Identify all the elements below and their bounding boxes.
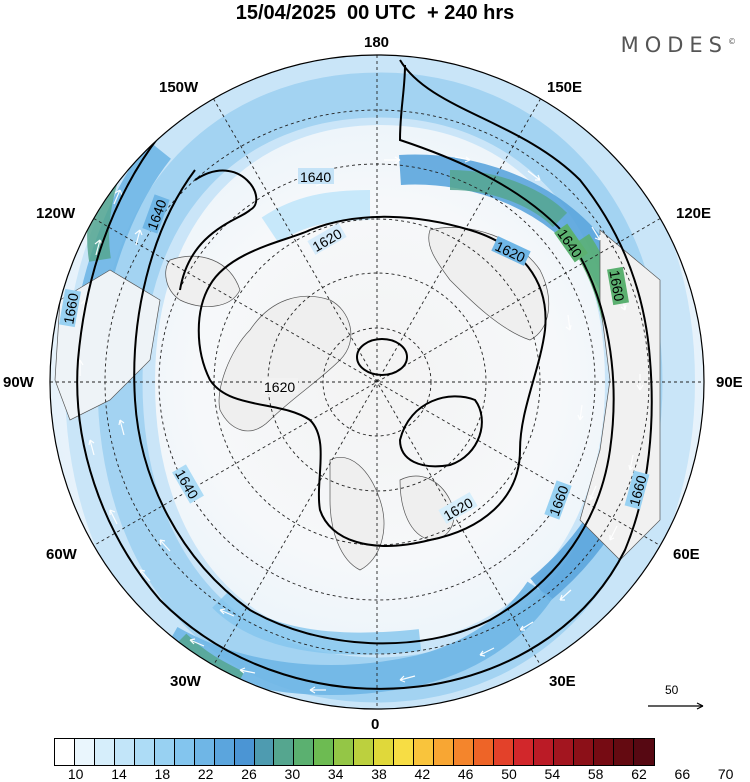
colorbar-tick-label: 50	[501, 766, 517, 782]
longitude-label-30w: 30W	[170, 673, 201, 690]
longitude-label-30e: 30E	[549, 673, 576, 690]
colorbar-tick-label: 34	[327, 766, 344, 782]
colorbar-swatch	[593, 739, 614, 765]
contour-label: 1620	[264, 379, 295, 395]
colorbar-tick-label: 54	[544, 766, 561, 782]
graticule	[50, 55, 704, 709]
brand-name: MODES	[620, 33, 728, 57]
colorbar-swatch	[214, 739, 235, 765]
longitude-label-90w: 90W	[3, 374, 34, 391]
colorbar-swatch	[414, 739, 435, 765]
longitude-label-60e: 60E	[673, 546, 700, 563]
wind-scale-label: 50	[665, 683, 679, 697]
colorbar-tick-label: 30	[284, 766, 301, 782]
longitude-label-180: 180	[364, 34, 390, 51]
colorbar-tick-label: 70	[717, 766, 734, 782]
longitude-label-60w: 60W	[46, 546, 77, 563]
colorbar-swatch	[334, 739, 355, 765]
colorbar-swatch	[613, 739, 634, 765]
colorbar-tick-label: 14	[111, 766, 127, 782]
colorbar-swatch	[55, 739, 75, 765]
colorbar-swatch	[553, 739, 574, 765]
chart-title: 15/04/2025 00 UTC + 240 hrs	[235, 2, 515, 24]
colorbar-swatch	[533, 739, 554, 765]
colorbar-swatch	[254, 739, 275, 765]
colorbar-swatch	[74, 739, 95, 765]
longitude-label-150w: 150W	[159, 79, 199, 96]
colorbar-swatch	[493, 739, 514, 765]
colorbar	[54, 738, 655, 766]
longitude-label-120e: 120E	[676, 205, 712, 222]
height-contours	[76, 59, 653, 690]
colorbar-tick-label: 58	[587, 766, 604, 782]
colorbar-tick-label: 26	[241, 766, 257, 782]
colorbar-swatch	[513, 739, 534, 765]
longitude-label-0: 0	[371, 716, 380, 733]
colorbar-swatch	[454, 739, 475, 765]
reference-wind-arrow	[648, 702, 704, 710]
colorbar-swatch	[294, 739, 315, 765]
contour-label: 1660	[606, 269, 627, 303]
colorbar-swatch	[394, 739, 415, 765]
colorbar-tick-label: 10	[67, 766, 84, 782]
colorbar-swatch	[94, 739, 115, 765]
colorbar-swatch	[573, 739, 594, 765]
colorbar-swatch	[633, 739, 654, 765]
colorbar-swatch	[314, 739, 335, 765]
longitude-label-90e: 90E	[716, 374, 743, 391]
colorbar-swatch	[234, 739, 255, 765]
colorbar-swatch	[274, 739, 295, 765]
colorbar-swatch	[374, 739, 395, 765]
colorbar-swatch	[174, 739, 195, 765]
map-rim	[49, 54, 705, 710]
colorbar-tick-label: 62	[631, 766, 647, 782]
colorbar-tick-label: 18	[154, 766, 171, 782]
colorbar-tick-label: 66	[674, 766, 691, 782]
colorbar-labels: 10 14 18 22 26 30 34 38 42 46 50 54 58 62 66 70	[54, 766, 734, 782]
colorbar-swatch	[114, 739, 135, 765]
contour-label: 1660	[60, 292, 81, 326]
copyright-mark: ©	[728, 37, 736, 46]
contour-label: 1660	[626, 473, 650, 507]
colorbar-swatch	[434, 739, 455, 765]
colorbar-swatch	[134, 739, 155, 765]
colorbar-tick-label: 22	[197, 766, 214, 782]
longitude-label-120w: 120W	[36, 205, 76, 222]
colorbar-swatch	[154, 739, 175, 765]
colorbar-tick-label: 38	[371, 766, 387, 782]
colorbar-tick-label: 42	[414, 766, 431, 782]
contour-label: 1640	[300, 169, 331, 185]
brand-logo: MODES©	[621, 33, 736, 57]
colorbar-tick-label: 46	[457, 766, 474, 782]
longitude-label-150e: 150E	[547, 79, 583, 96]
colorbar-swatch	[474, 739, 494, 765]
colorbar-swatch	[194, 739, 215, 765]
colorbar-swatch	[354, 739, 375, 765]
